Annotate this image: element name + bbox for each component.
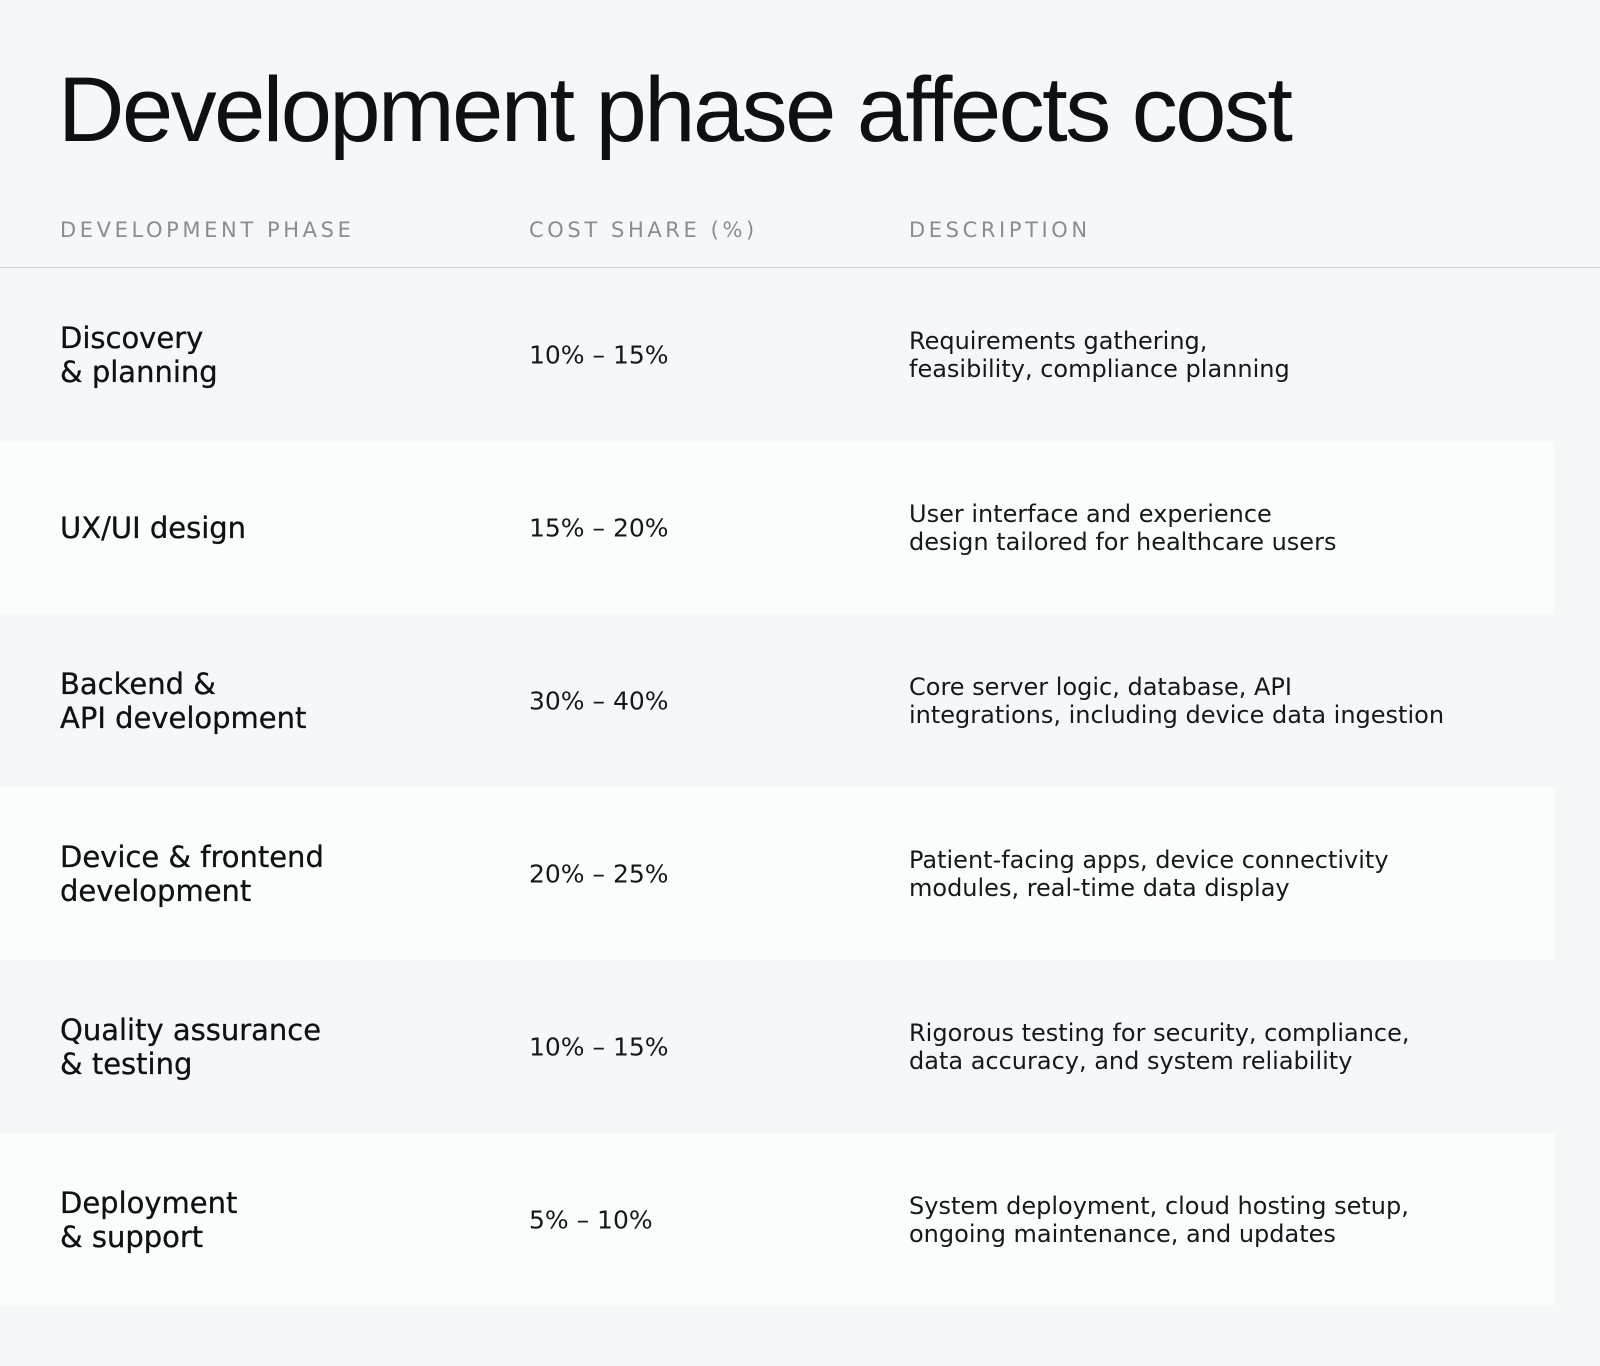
cost-share-cell: 15% – 20% xyxy=(529,513,669,542)
cost-share-cell: 30% – 40% xyxy=(529,686,669,715)
description-cell: Patient-facing apps, device connectivity… xyxy=(909,845,1389,902)
description-cell: Rigorous testing for security, complianc… xyxy=(909,1018,1410,1075)
phase-cell: Backend & API development xyxy=(60,666,307,735)
phase-cell: Deployment & support xyxy=(60,1185,238,1254)
page-title: Development phase affects cost xyxy=(58,59,1293,161)
description-cell: Core server logic, database, API integra… xyxy=(909,672,1445,729)
cost-share-cell: 5% – 10% xyxy=(529,1205,653,1234)
table-row: Quality assurance & testing 10% – 15% Ri… xyxy=(0,960,1555,1133)
description-cell: Requirements gathering, feasibility, com… xyxy=(909,326,1290,383)
cost-share-cell: 10% – 15% xyxy=(529,340,669,369)
table-row: Backend & API development 30% – 40% Core… xyxy=(0,614,1555,787)
table-row: Discovery & planning 10% – 15% Requireme… xyxy=(0,268,1555,441)
phase-cell: UX/UI design xyxy=(60,510,247,545)
table-row: Deployment & support 5% – 10% System dep… xyxy=(0,1133,1555,1306)
cost-table: DEVELOPMENT PHASE COST SHARE (%) DESCRIP… xyxy=(0,200,1600,1306)
description-cell: System deployment, cloud hosting setup, … xyxy=(909,1191,1409,1248)
phase-cell: Quality assurance & testing xyxy=(60,1012,322,1081)
header-development-phase: DEVELOPMENT PHASE xyxy=(60,218,355,242)
table-row: Device & frontend development 20% – 25% … xyxy=(0,787,1555,960)
table-header: DEVELOPMENT PHASE COST SHARE (%) DESCRIP… xyxy=(0,200,1600,268)
header-description: DESCRIPTION xyxy=(909,218,1091,242)
phase-cell: Discovery & planning xyxy=(60,320,218,389)
table-row: UX/UI design 15% – 20% User interface an… xyxy=(0,441,1555,614)
cost-share-cell: 20% – 25% xyxy=(529,859,669,888)
cost-share-cell: 10% – 15% xyxy=(529,1032,669,1061)
description-cell: User interface and experience design tai… xyxy=(909,499,1337,556)
header-cost-share: COST SHARE (%) xyxy=(529,218,758,242)
phase-cell: Device & frontend development xyxy=(60,839,324,908)
